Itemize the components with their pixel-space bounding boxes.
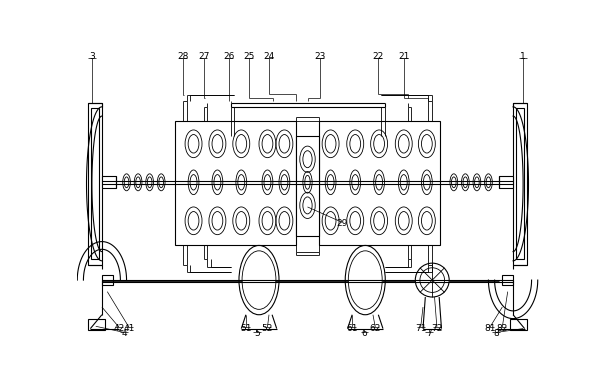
Bar [513, 103, 527, 265]
Text: 8: 8 [493, 329, 499, 339]
Bar [296, 136, 319, 236]
Text: 26: 26 [223, 52, 235, 61]
Text: 4: 4 [121, 329, 127, 339]
Text: 42: 42 [113, 324, 124, 333]
Text: 23: 23 [314, 52, 326, 61]
Text: 24: 24 [263, 52, 275, 61]
Text: 7: 7 [426, 329, 432, 339]
Text: 41: 41 [123, 324, 134, 333]
Text: 51: 51 [240, 324, 251, 333]
Bar [499, 176, 513, 188]
Text: 29: 29 [337, 219, 348, 228]
Bar [102, 176, 116, 188]
Text: 71: 71 [415, 324, 427, 333]
Bar [102, 275, 113, 285]
Text: 28: 28 [177, 52, 188, 61]
Text: 72: 72 [431, 324, 443, 333]
Text: 6: 6 [362, 329, 367, 339]
Text: 1: 1 [520, 52, 526, 61]
Bar [510, 319, 527, 330]
Text: 21: 21 [398, 52, 409, 61]
Bar [88, 319, 105, 330]
Text: 52: 52 [262, 324, 273, 333]
Text: 61: 61 [346, 324, 358, 333]
Text: 22: 22 [373, 52, 384, 61]
Text: 25: 25 [243, 52, 254, 61]
Bar [516, 108, 524, 259]
Bar [319, 121, 440, 245]
Text: 3: 3 [89, 52, 95, 61]
Text: 82: 82 [497, 324, 508, 333]
Text: 62: 62 [370, 324, 381, 333]
Bar [88, 103, 102, 265]
Text: 5: 5 [254, 329, 260, 339]
Bar [91, 108, 99, 259]
Bar [175, 121, 296, 245]
Text: 27: 27 [198, 52, 209, 61]
Bar [502, 275, 513, 285]
Text: 81: 81 [484, 324, 496, 333]
